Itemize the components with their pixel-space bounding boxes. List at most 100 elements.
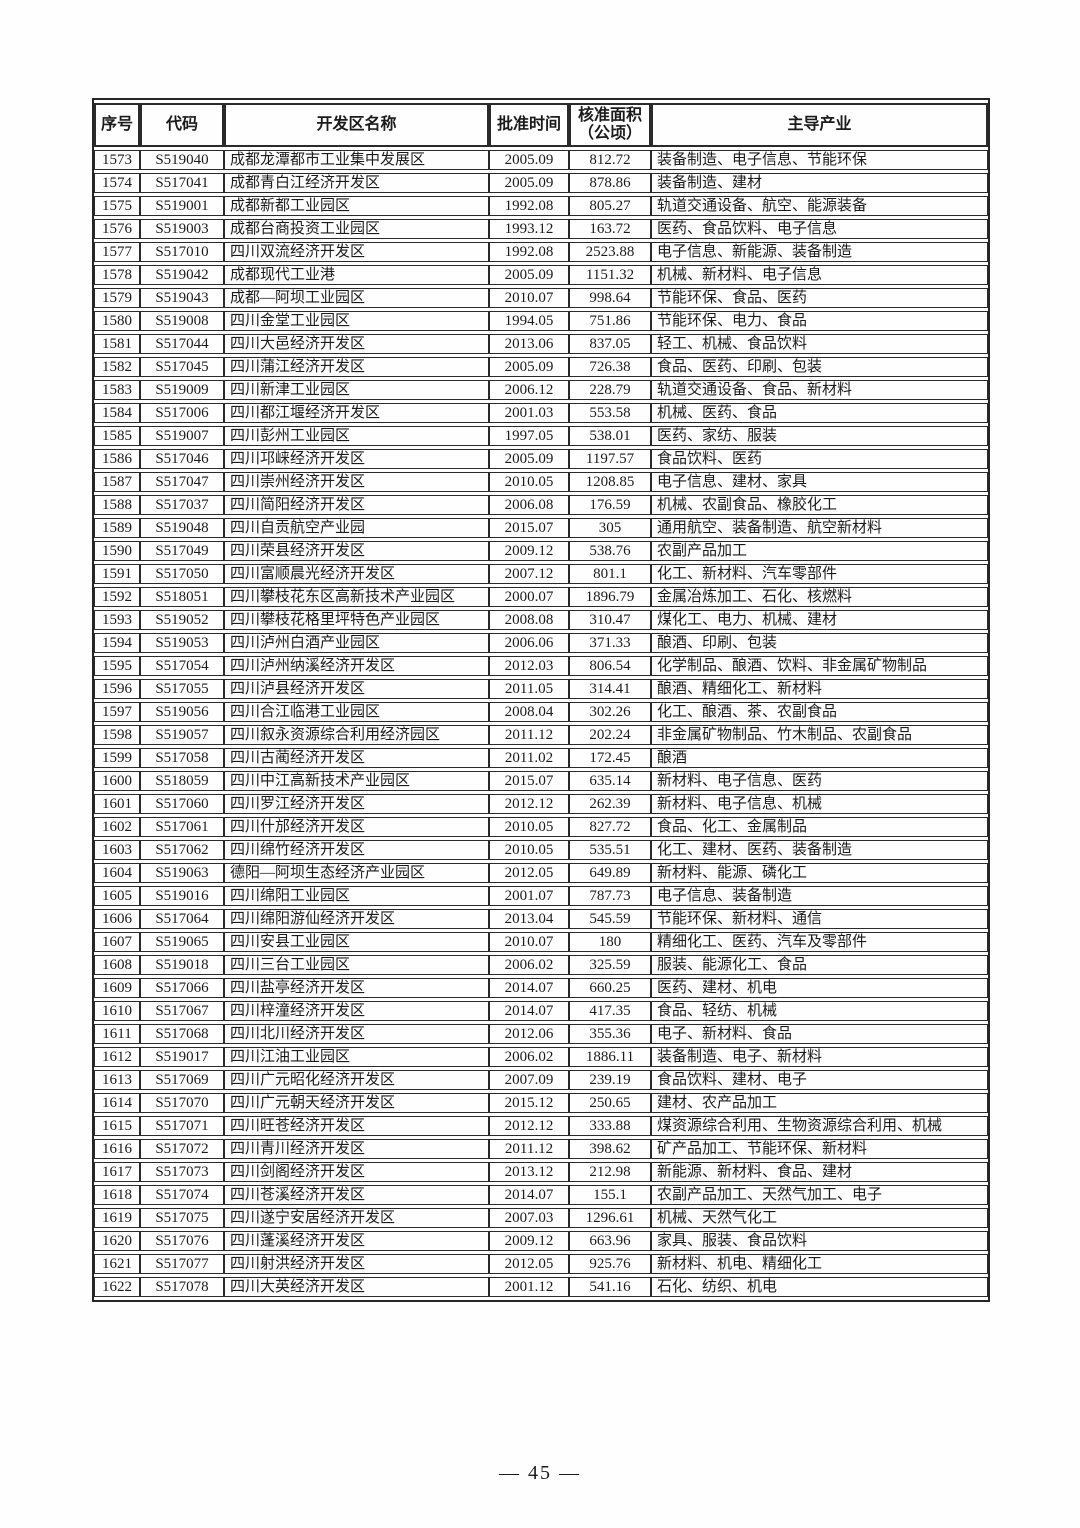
table-row: 1613 S517069 四川广元昭化经济开发区 2007.09 239.19 …	[94, 1070, 988, 1090]
cell-approved-area: 202.24	[569, 725, 651, 745]
cell-leading-industries: 医药、家纺、服装	[651, 426, 988, 446]
cell-approval-date: 2012.05	[489, 863, 569, 883]
cell-serial: 1575	[94, 196, 140, 216]
cell-serial: 1592	[94, 587, 140, 607]
cell-approved-area: 212.98	[569, 1162, 651, 1182]
cell-approval-date: 2011.12	[489, 725, 569, 745]
cell-code: S519052	[140, 610, 224, 630]
cell-zone-name: 四川新津工业园区	[224, 380, 489, 400]
cell-zone-name: 四川梓潼经济开发区	[224, 1001, 489, 1021]
cell-leading-industries: 装备制造、电子信息、节能环保	[651, 150, 988, 170]
cell-code: S517072	[140, 1139, 224, 1159]
table-row: 1588 S517037 四川简阳经济开发区 2006.08 176.59 机械…	[94, 495, 988, 515]
cell-code: S517006	[140, 403, 224, 423]
cell-code: S519001	[140, 196, 224, 216]
cell-leading-industries: 电子、新材料、食品	[651, 1024, 988, 1044]
cell-leading-industries: 食品、轻纺、机械	[651, 1001, 988, 1021]
cell-zone-name: 成都现代工业港	[224, 265, 489, 285]
table-row: 1598 S519057 四川叙永资源综合利用经济园区 2011.12 202.…	[94, 725, 988, 745]
cell-zone-name: 四川大邑经济开发区	[224, 334, 489, 354]
cell-approved-area: 663.96	[569, 1231, 651, 1251]
cell-approved-area: 1896.79	[569, 587, 651, 607]
cell-zone-name: 四川泸州纳溪经济开发区	[224, 656, 489, 676]
cell-serial: 1595	[94, 656, 140, 676]
cell-zone-name: 德阳—阿坝生态经济产业园区	[224, 863, 489, 883]
cell-leading-industries: 化学制品、酿酒、饮料、非金属矿物制品	[651, 656, 988, 676]
cell-zone-name: 成都—阿坝工业园区	[224, 288, 489, 308]
cell-code: S519063	[140, 863, 224, 883]
cell-approval-date: 2001.03	[489, 403, 569, 423]
cell-approval-date: 1992.08	[489, 242, 569, 262]
cell-serial: 1594	[94, 633, 140, 653]
cell-serial: 1578	[94, 265, 140, 285]
cell-serial: 1585	[94, 426, 140, 446]
cell-approved-area: 925.76	[569, 1254, 651, 1274]
cell-serial: 1587	[94, 472, 140, 492]
table-row: 1590 S517049 四川荣县经济开发区 2009.12 538.76 农副…	[94, 541, 988, 561]
cell-leading-industries: 食品饮料、医药	[651, 449, 988, 469]
cell-leading-industries: 石化、纺织、机电	[651, 1277, 988, 1297]
cell-approved-area: 2523.88	[569, 242, 651, 262]
table-row: 1582 S517045 四川蒲江经济开发区 2005.09 726.38 食品…	[94, 357, 988, 377]
cell-serial: 1621	[94, 1254, 140, 1274]
table-row: 1620 S517076 四川蓬溪经济开发区 2009.12 663.96 家具…	[94, 1231, 988, 1251]
cell-approval-date: 2010.05	[489, 840, 569, 860]
cell-approved-area: 538.01	[569, 426, 651, 446]
cell-code: S519008	[140, 311, 224, 331]
cell-code: S517067	[140, 1001, 224, 1021]
cell-zone-name: 四川旺苍经济开发区	[224, 1116, 489, 1136]
cell-code: S518051	[140, 587, 224, 607]
table-row: 1618 S517074 四川苍溪经济开发区 2014.07 155.1 农副产…	[94, 1185, 988, 1205]
cell-approval-date: 2000.07	[489, 587, 569, 607]
cell-approval-date: 2014.07	[489, 1185, 569, 1205]
cell-leading-industries: 酿酒、印刷、包装	[651, 633, 988, 653]
cell-leading-industries: 轨道交通设备、航空、能源装备	[651, 196, 988, 216]
cell-approved-area: 812.72	[569, 150, 651, 170]
cell-approved-area: 827.72	[569, 817, 651, 837]
table-row: 1597 S519056 四川合江临港工业园区 2008.04 302.26 化…	[94, 702, 988, 722]
cell-leading-industries: 机械、新材料、电子信息	[651, 265, 988, 285]
cell-leading-industries: 化工、酿酒、茶、农副食品	[651, 702, 988, 722]
cell-zone-name: 成都青白江经济开发区	[224, 173, 489, 193]
cell-code: S517010	[140, 242, 224, 262]
cell-approved-area: 180	[569, 932, 651, 952]
cell-code: S517077	[140, 1254, 224, 1274]
cell-zone-name: 四川崇州经济开发区	[224, 472, 489, 492]
cell-serial: 1618	[94, 1185, 140, 1205]
cell-serial: 1596	[94, 679, 140, 699]
cell-approved-area: 239.19	[569, 1070, 651, 1090]
table-row: 1583 S519009 四川新津工业园区 2006.12 228.79 轨道交…	[94, 380, 988, 400]
cell-zone-name: 四川中江高新技术产业园区	[224, 771, 489, 791]
cell-leading-industries: 化工、新材料、汽车零部件	[651, 564, 988, 584]
cell-zone-name: 四川北川经济开发区	[224, 1024, 489, 1044]
cell-serial: 1601	[94, 794, 140, 814]
cell-approval-date: 2012.12	[489, 794, 569, 814]
cell-serial: 1617	[94, 1162, 140, 1182]
cell-serial: 1604	[94, 863, 140, 883]
cell-approval-date: 2006.08	[489, 495, 569, 515]
cell-approved-area: 787.73	[569, 886, 651, 906]
cell-zone-name: 四川彭州工业园区	[224, 426, 489, 446]
col-header-approved-area: 核准面积 （公顷）	[569, 103, 651, 147]
cell-leading-industries: 服装、能源化工、食品	[651, 955, 988, 975]
cell-approved-area: 635.14	[569, 771, 651, 791]
cell-approval-date: 2005.09	[489, 449, 569, 469]
cell-code: S517060	[140, 794, 224, 814]
cell-approval-date: 2006.12	[489, 380, 569, 400]
cell-serial: 1620	[94, 1231, 140, 1251]
table-row: 1617 S517073 四川剑阁经济开发区 2013.12 212.98 新能…	[94, 1162, 988, 1182]
cell-leading-industries: 家具、服装、食品饮料	[651, 1231, 988, 1251]
cell-approved-area: 751.86	[569, 311, 651, 331]
cell-code: S517049	[140, 541, 224, 561]
table-row: 1581 S517044 四川大邑经济开发区 2013.06 837.05 轻工…	[94, 334, 988, 354]
cell-approved-area: 1197.57	[569, 449, 651, 469]
cell-serial: 1579	[94, 288, 140, 308]
cell-approval-date: 2013.06	[489, 334, 569, 354]
cell-zone-name: 四川射洪经济开发区	[224, 1254, 489, 1274]
cell-zone-name: 四川大英经济开发区	[224, 1277, 489, 1297]
cell-code: S517061	[140, 817, 224, 837]
cell-code: S519016	[140, 886, 224, 906]
table-row: 1579 S519043 成都—阿坝工业园区 2010.07 998.64 节能…	[94, 288, 988, 308]
cell-code: S517047	[140, 472, 224, 492]
col-header-area-line2: （公顷）	[577, 125, 642, 142]
